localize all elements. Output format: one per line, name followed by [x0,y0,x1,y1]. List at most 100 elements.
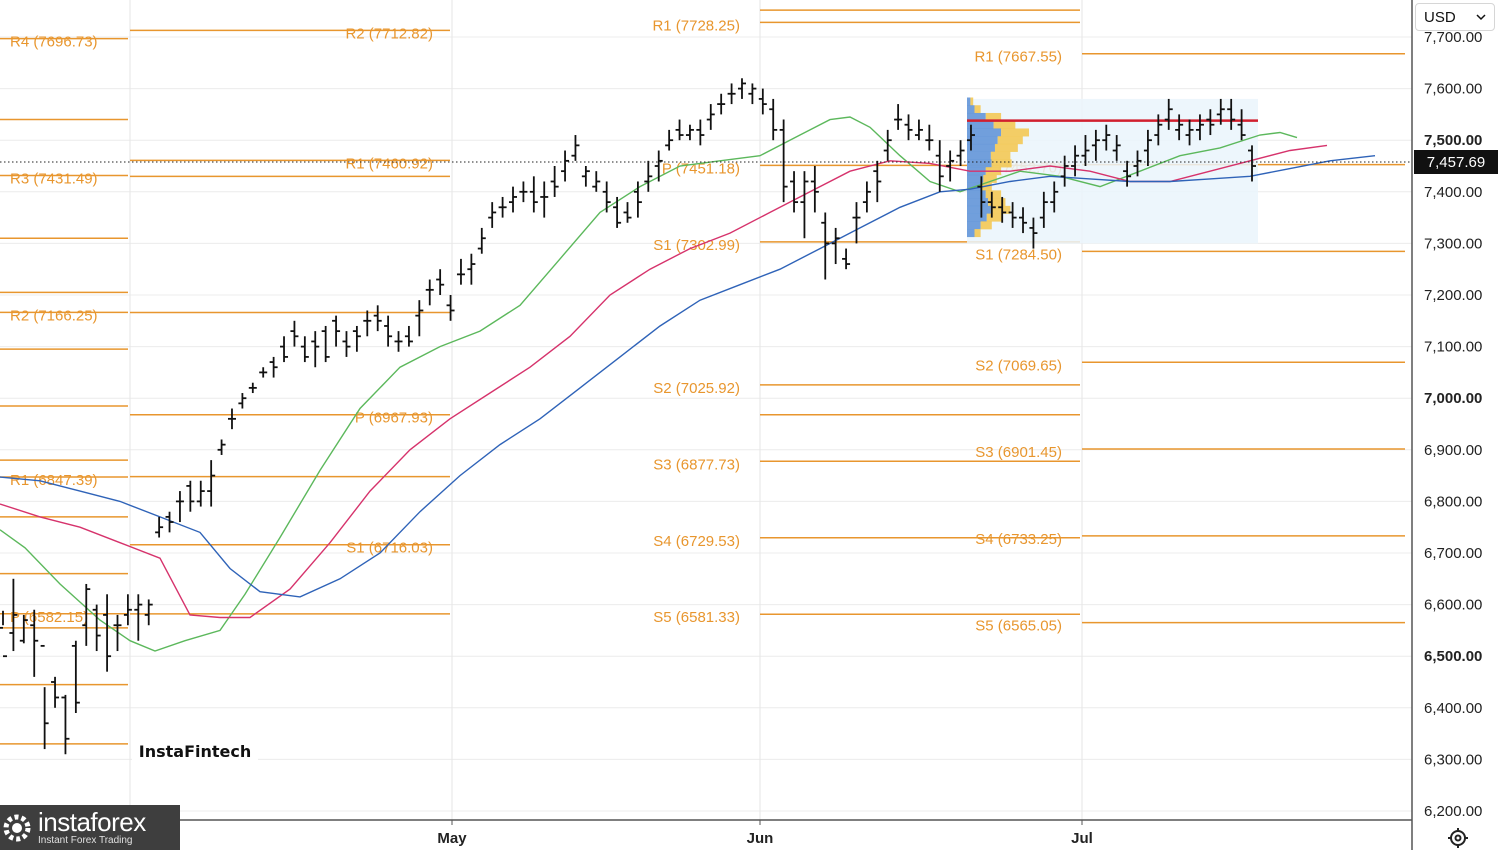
ohlc-bar [748,83,757,105]
ohlc-bar [602,181,611,213]
volume-bar-down [985,112,1002,121]
ohlc-bar [987,191,996,218]
currency-value: USD [1424,8,1456,26]
ohlc-bar [821,212,830,280]
ohlc-bar [873,160,882,203]
ohlc-bar [498,196,507,218]
ohlc-bar [1185,119,1194,146]
volume-bar-down [997,136,1023,145]
volume-bar-down [985,190,1002,199]
logo-main-text: instaforex [38,807,146,837]
x-tick-label: May [437,830,467,847]
ohlc-bar [352,325,361,352]
volume-bar-down [974,105,981,114]
ohlc-bar [977,176,986,218]
ohlc-bar [61,694,70,755]
ohlc-bar [665,129,674,151]
pivot-level-label: R1 (7667.55) [974,49,1062,66]
current-price-badge: 7,457.69 [1414,150,1498,174]
ohlc-bar [0,610,7,658]
pivot-level-label: P (7451.18) [662,160,740,177]
y-tick-label: 7,600.00 [1424,81,1482,98]
ohlc-bar [477,227,486,254]
currency-select[interactable]: USD [1415,3,1495,31]
x-tick-label: Jul [1071,830,1093,847]
pivot-level-label: R2 (7166.25) [10,307,98,324]
pivot-level-label: S5 (6565.05) [975,618,1062,635]
volume-bar-up [967,229,975,238]
ohlc-bar [217,439,226,455]
ohlc-bar [623,202,632,223]
pivot-level-label: S4 (6729.53) [653,533,740,550]
y-tick-label: 7,500.00 [1424,132,1482,149]
y-tick-label: 6,800.00 [1424,493,1482,510]
ohlc-bar [1133,150,1142,177]
settings-gear-icon[interactable] [1446,826,1470,850]
pivot-level-label: R1 (6847.39) [10,472,98,489]
volume-bar-down [986,213,1003,222]
ohlc-bar [925,124,934,151]
ohlc-bar [123,594,132,626]
ohlc-bar [446,295,455,321]
ohlc-bar [186,480,195,512]
ohlc-bar [914,119,923,141]
ohlc-bar [633,181,642,218]
ohlc-bar [321,325,330,363]
ohlc-bar [706,104,715,130]
volume-bar-up [967,221,981,230]
ohlc-bar [404,325,413,347]
ohlc-bar [1195,114,1204,141]
ohlc-bar [9,578,18,652]
ohlc-bar [1060,155,1069,187]
ohlc-bar [561,150,570,182]
ohlc-bar [769,98,778,141]
ohlc-bar [571,135,580,161]
ohlc-bar [1039,191,1048,228]
ohlc-bar [238,393,247,409]
ohlc-bar [103,594,112,672]
ohlc-bar [227,408,236,430]
ohlc-bar [1081,135,1090,166]
ohlc-bar [727,83,736,105]
current-price-value: 7,457.69 [1426,153,1486,171]
volume-bar-up [967,143,995,152]
ohlc-bar [509,186,518,213]
ohlc-bar [311,331,320,368]
ohlc-bar [592,171,601,192]
pivot-level-label: R2 (7712.82) [345,25,433,42]
ohlc-bar [737,78,746,99]
ohlc-bar [1227,98,1236,130]
ohlc-bar [19,614,28,644]
volume-bar-down [990,205,1011,214]
ohlc-bar [384,315,393,347]
ohlc-bar [758,88,767,115]
volume-bar-down [980,221,992,230]
ohlc-bar [436,269,445,295]
volume-bar-up [967,105,975,114]
ohlc-bar [456,258,465,285]
volume-bar-down [994,143,1018,152]
y-tick-label: 7,000.00 [1424,390,1482,407]
ohlc-bar [415,300,424,337]
ohlc-bar [904,114,913,141]
ohlc-bar [1216,98,1225,125]
y-tick-label: 6,400.00 [1424,700,1482,717]
ohlc-bar [165,511,174,533]
ohlc-bar [1143,129,1152,166]
ohlc-bar [1123,160,1132,187]
ohlc-bar [717,93,726,115]
ohlc-bar [207,460,216,507]
watermark-brand: InstaFintech [132,724,258,778]
ohlc-bar [269,356,278,378]
ohlc-bar [1050,181,1059,213]
ohlc-bar [30,609,39,677]
pivot-level-label: R1 (7460.92) [345,155,433,172]
ohlc-bar [144,599,153,626]
pivot-level-label: P (6967.93) [355,410,433,427]
volume-bar-up [967,151,991,160]
moving-average-ma_fast [0,116,1298,652]
volume-bar-up [967,198,989,207]
ohlc-bar [425,279,434,306]
volume-bar-down [983,174,997,183]
